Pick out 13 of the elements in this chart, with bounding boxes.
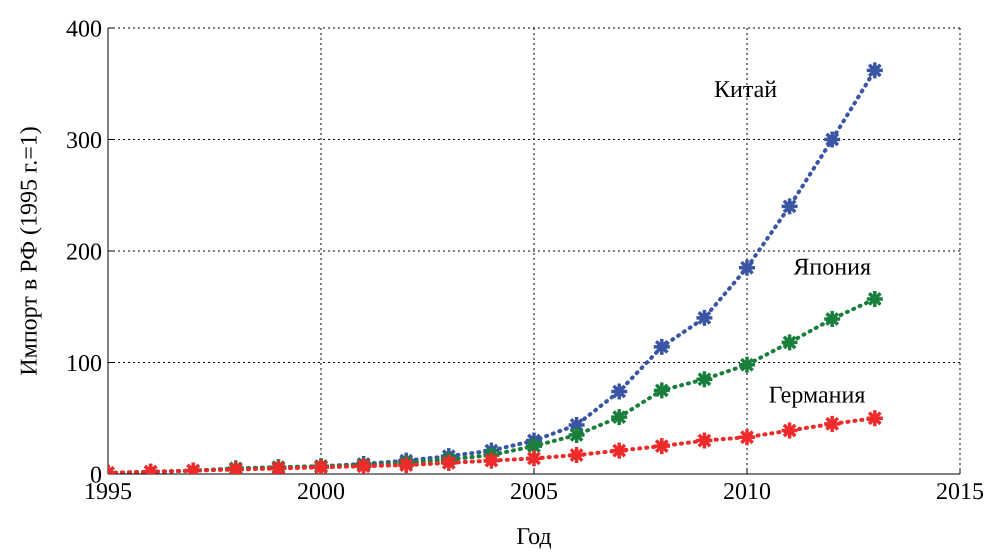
x-axis-title: Год xyxy=(516,524,552,550)
y-axis-title: Импорт в РФ (1995 г.=1) xyxy=(16,126,43,376)
y-tick-label: 300 xyxy=(66,128,102,154)
x-tick-label: 2010 xyxy=(723,479,771,506)
x-tick-label: 2005 xyxy=(510,479,558,506)
y-tick-label: 100 xyxy=(66,351,102,378)
y-tick-label: 400 xyxy=(66,16,102,43)
series-label: Германия xyxy=(768,382,866,409)
x-tick-label: 2015 xyxy=(936,479,984,506)
text: Китай xyxy=(714,76,778,103)
x-tick-label: 2000 xyxy=(297,479,345,506)
series-label: Япония xyxy=(793,254,871,281)
y-tick-label: 200 xyxy=(66,240,102,266)
